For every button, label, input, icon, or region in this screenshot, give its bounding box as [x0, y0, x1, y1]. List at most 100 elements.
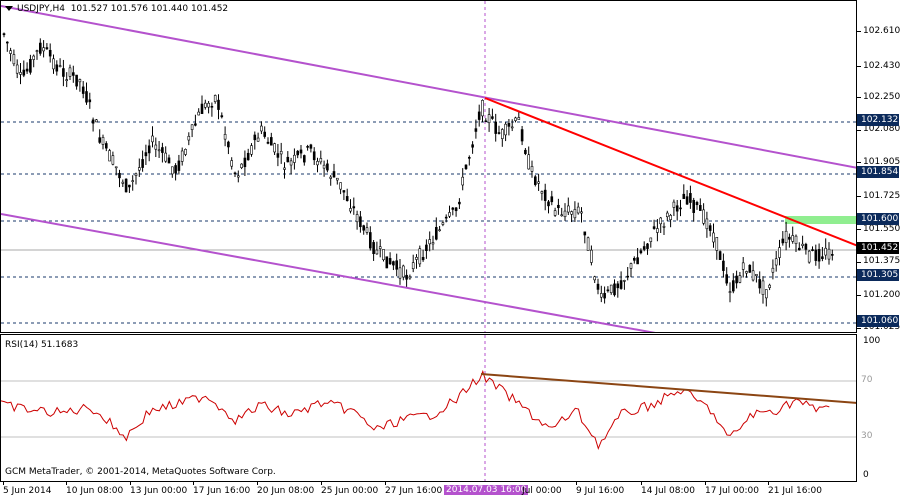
candle-body — [392, 261, 395, 266]
candle-body — [6, 41, 9, 44]
time-tick: 13 Jun 00:00 — [130, 486, 188, 496]
time-tick: 5 Jun 2014 — [3, 486, 52, 496]
candle-body — [25, 68, 29, 72]
candle-body — [425, 244, 428, 251]
price-tick: 102.430 — [863, 61, 900, 71]
candle-body — [639, 250, 643, 254]
candle-body — [656, 228, 659, 233]
candle-body — [563, 210, 567, 218]
rsi-trendline[interactable] — [480, 373, 857, 404]
candle-body — [477, 111, 481, 120]
candle-body — [524, 149, 527, 154]
candle-body — [283, 167, 286, 170]
candle-body — [151, 135, 154, 143]
candle-body — [553, 210, 557, 216]
candle-body — [309, 144, 313, 149]
price-tick: 101.905 — [863, 157, 900, 167]
candle-body — [758, 279, 762, 289]
candle-body — [543, 189, 547, 201]
candle-body — [177, 160, 181, 171]
candle-body — [335, 177, 339, 181]
candle-body — [352, 206, 356, 209]
candle-body — [365, 227, 369, 233]
candle-body — [161, 147, 164, 153]
candle-body — [504, 123, 507, 136]
candle-body — [22, 69, 26, 76]
candle-body — [45, 47, 49, 50]
candle-body — [29, 58, 32, 73]
candle-body — [738, 275, 742, 283]
candle-body — [180, 150, 184, 162]
candle-body — [296, 150, 300, 156]
candle-body — [646, 243, 649, 249]
candle-body — [246, 152, 250, 161]
candle-body — [286, 156, 290, 163]
candle-body — [550, 196, 554, 203]
level-tag: 101.600 — [857, 213, 899, 225]
candle-body — [566, 205, 570, 213]
channel-lower-line[interactable] — [1, 213, 661, 333]
candle-body — [636, 257, 639, 265]
candle-body — [263, 131, 267, 137]
candle-body — [378, 246, 382, 249]
candle-body — [593, 276, 597, 281]
candle-body — [603, 292, 606, 299]
candle-body — [652, 226, 656, 229]
price-tick: 101.375 — [863, 256, 900, 266]
candle-body — [62, 68, 65, 77]
candle-body — [131, 180, 134, 182]
time-tick: 9 Jul 16:00 — [576, 486, 625, 496]
candle-body — [299, 149, 303, 154]
candle-body — [682, 193, 686, 199]
dropdown-triangle-icon[interactable] — [5, 6, 13, 11]
candle-body — [431, 242, 435, 245]
candle-body — [411, 262, 415, 270]
candle-body — [583, 231, 587, 236]
rsi-tick-min: 0 — [863, 470, 869, 480]
candle-body — [312, 151, 316, 161]
rsi-tick-30: 30 — [857, 430, 899, 442]
level-tag: 101.060 — [857, 315, 899, 327]
candle-body — [401, 265, 405, 278]
price-chart-panel[interactable]: USDJPY,H4 101.527 101.576 101.440 101.45… — [0, 0, 857, 333]
candle-body — [114, 166, 118, 169]
level-tag: 101.854 — [857, 166, 899, 178]
candle-body — [586, 237, 590, 251]
candle-body — [213, 95, 217, 102]
candle-body — [101, 137, 105, 145]
price-chart[interactable] — [1, 1, 857, 333]
candle-body — [194, 123, 197, 126]
symbol-label: USDJPY,H4 — [17, 4, 65, 14]
candle-body — [662, 226, 666, 228]
candle-body — [619, 280, 623, 289]
candle-body — [326, 163, 329, 171]
candle-body — [164, 152, 167, 162]
candle-body — [573, 209, 577, 219]
rsi-chart[interactable] — [1, 335, 857, 482]
time-axis[interactable]: 5 Jun 2014 10 Jun 08:00 13 Jun 00:00 17 … — [0, 482, 900, 500]
candle-body — [547, 201, 550, 207]
time-tick: 25 Jun 00:00 — [321, 486, 379, 496]
candle-body — [824, 247, 828, 256]
candle-body — [279, 151, 283, 155]
candle-body — [200, 103, 204, 114]
candle-body — [243, 157, 247, 168]
candle-body — [537, 181, 540, 184]
price-axis[interactable]: 102.610 102.430 102.250 102.080 101.905 … — [857, 0, 900, 482]
candle-body — [527, 154, 531, 170]
channel-upper-line[interactable] — [1, 5, 857, 169]
candle-body — [355, 214, 359, 223]
candle-body — [2, 33, 6, 36]
time-tick: Jul 00:00 — [522, 486, 562, 496]
candle-body — [487, 114, 491, 124]
downtrend-line[interactable] — [484, 97, 857, 247]
candle-body — [609, 284, 613, 294]
candle-body — [649, 237, 653, 242]
candle-body — [375, 249, 379, 255]
rsi-panel[interactable]: RSI(14) 51.1683 GCM MetaTrader, © 2001-2… — [0, 334, 857, 482]
candle-body — [576, 206, 580, 214]
candle-body — [105, 143, 108, 149]
candle-body — [322, 164, 326, 169]
candle-body — [302, 155, 306, 163]
candle-body — [48, 49, 52, 57]
